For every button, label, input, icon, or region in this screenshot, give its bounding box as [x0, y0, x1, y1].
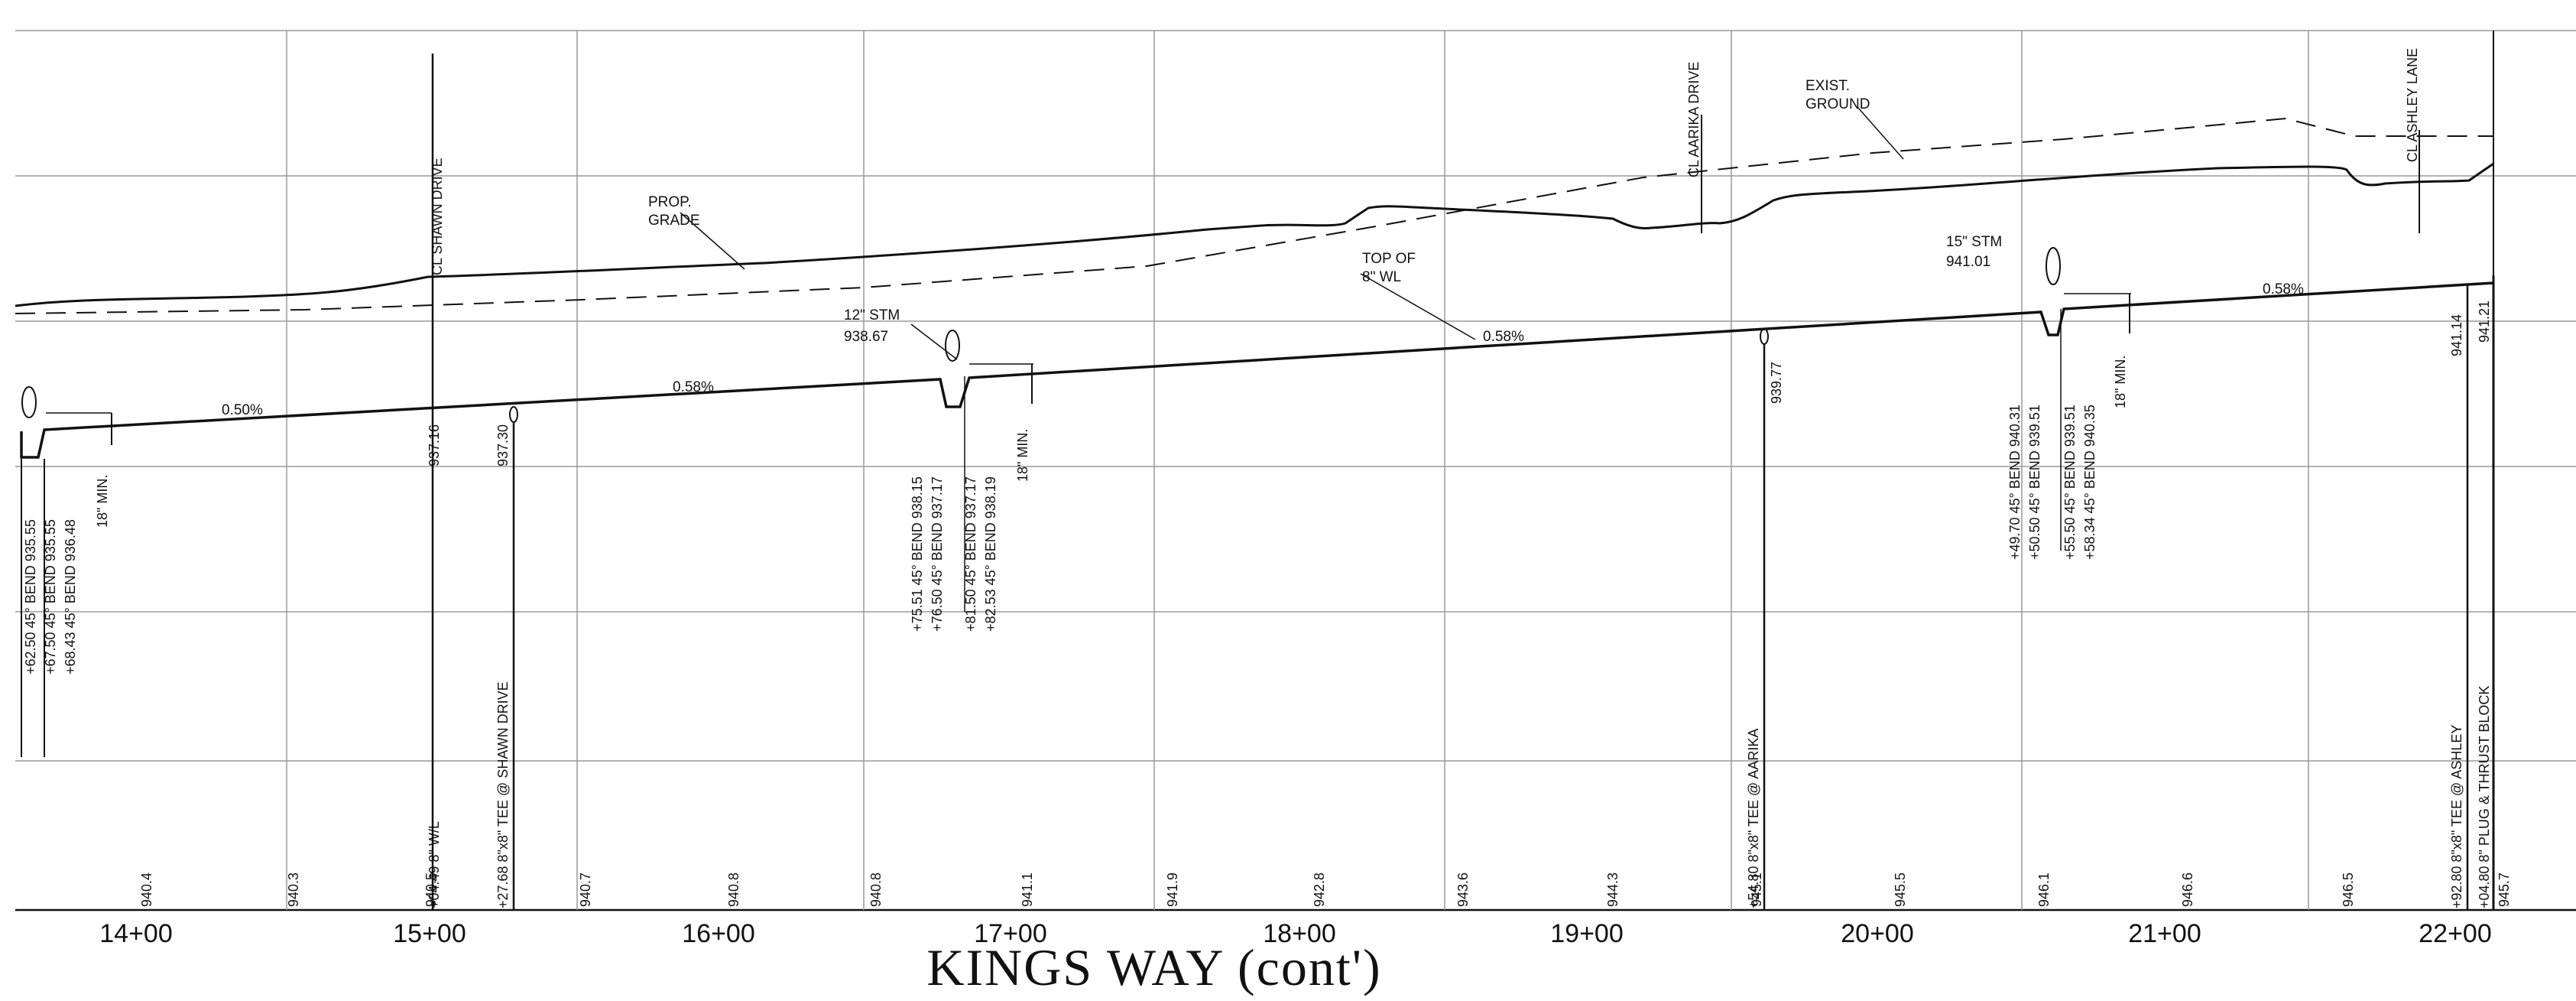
slope-label-4: 0.58% — [2263, 281, 2304, 297]
ground-elevation: 942.8 — [1312, 873, 1327, 907]
ground-elevation: 940.4 — [139, 873, 154, 907]
station-label: 18+00 — [1263, 919, 1336, 948]
bend-note-5: +49.70 45° BEND 940.31 — [2007, 405, 2023, 560]
stm15-label-2: 941.01 — [1946, 254, 1990, 270]
ground-elevation: 943.6 — [1455, 873, 1471, 907]
min-right: 18" MIN. — [2113, 356, 2128, 408]
bend-note-1: +75.51 45° BEND 938.15 — [910, 476, 925, 632]
station-labels: 14+00 15+00 16+00 17+00 18+00 19+00 20+00 21+00… — [99, 919, 2492, 948]
ground-elevation: 941.9 — [1165, 873, 1180, 907]
bend-note-4: +82.53 45° BEND 938.19 — [983, 476, 998, 632]
note-left-1: +68.43 45° BEND 936.48 — [63, 519, 78, 674]
tee-aarika-note: +54.80 8"x8" TEE @ AARIKA — [1746, 729, 1761, 908]
water-line — [20, 54, 2495, 910]
ground-elevation: 940.3 — [286, 873, 301, 907]
cl-shawn-drive: CL SHAWN DRIVE — [430, 158, 445, 275]
station-label: 19+00 — [1550, 919, 1624, 948]
tee-shawn-note: +27.68 8"x8" TEE @ SHAWN DRIVE — [495, 681, 511, 908]
station-label: 22+00 — [2419, 919, 2492, 948]
note-left-2: +67.50 45° BEND 935.55 — [43, 519, 58, 674]
ground-elevation: 940.8 — [868, 873, 884, 907]
bend-note-2: +76.50 45° BEND 937.17 — [930, 476, 945, 632]
ground-elevation: 940.5 — [423, 873, 439, 907]
elev-941-14: 941.14 — [2449, 314, 2464, 356]
ground-elevation: 944.3 — [1605, 873, 1621, 907]
slope-label-3: 0.58% — [1483, 329, 1524, 345]
stm15-label-1: 15" STM — [1946, 234, 2002, 250]
station-label: 14+00 — [99, 919, 173, 948]
ground-elevation: 945.1 — [1749, 873, 1764, 907]
slope-label-1: 0.50% — [222, 402, 263, 418]
station-label: 15+00 — [393, 919, 466, 948]
cl-ashley-lane: CL ASHLEY LANE — [2405, 48, 2420, 162]
station-label: 17+00 — [974, 919, 1047, 948]
slope-label-2: 0.58% — [673, 379, 714, 395]
elev-939-77: 939.77 — [1769, 362, 1784, 404]
elev-941-21: 941.21 — [2477, 301, 2492, 343]
station-label: 16+00 — [682, 919, 755, 948]
top-of-wl-label-2: 8" WL — [1362, 269, 1401, 285]
existing-ground-line — [15, 117, 2493, 314]
top-of-wl-label-1: TOP OF — [1362, 251, 1416, 267]
wl-station-note: +04.49 8" W/L — [427, 821, 442, 908]
elev-937-30: 937.30 — [495, 424, 511, 466]
min-mid: 18" MIN. — [1015, 429, 1030, 482]
ground-elevation: 945.5 — [1893, 873, 1908, 907]
ground-elevation: 940.7 — [578, 873, 593, 907]
stm12-label-1: 12" STM — [844, 307, 900, 323]
prop-grade-label-2: GRADE — [648, 213, 700, 229]
bend-note-3: +81.50 45° BEND 937.17 — [963, 476, 978, 632]
bend-note-7: +55.50 45° BEND 939.51 — [2062, 405, 2078, 560]
ground-elevation: 945.7 — [2497, 873, 2512, 907]
grid — [15, 30, 2576, 912]
exist-ground-label-1: EXIST. — [1805, 78, 1850, 94]
bend-note-8: +58.34 45° BEND 940.35 — [2082, 405, 2097, 560]
elev-937-16: 937.16 — [427, 424, 442, 466]
ground-elevation: 946.6 — [2180, 873, 2195, 907]
ground-elevation: 946.1 — [2036, 873, 2052, 907]
ground-elevation: 946.5 — [2341, 873, 2356, 907]
station-label: 21+00 — [2128, 919, 2201, 948]
station-label: 20+00 — [1841, 919, 1914, 948]
cl-aarika-drive: CL AARIKA DRIVE — [1686, 62, 1702, 177]
proposed-grade-line — [15, 162, 2494, 307]
prop-grade-label-1: PROP. — [648, 194, 692, 210]
stm12-label-2: 938.67 — [844, 329, 888, 345]
exist-ground-label-2: GROUND — [1805, 96, 1870, 112]
ground-elevation: 941.1 — [1020, 873, 1035, 907]
bend-note-6: +50.50 45° BEND 939.51 — [2027, 405, 2042, 560]
min-left: 18" MIN. — [95, 475, 110, 528]
plug-note: +04.80 8" PLUG & THRUST BLOCK — [2477, 686, 2492, 908]
drawing-title: KINGS WAY (cont') — [926, 938, 1381, 996]
tee-ashley-note: +92.80 8"x8" TEE @ ASHLEY — [2449, 725, 2464, 908]
ground-elevation-row: 940.4 940.3 940.5 940.7 940.8 940.8 941.1 941.9… — [139, 873, 2512, 907]
ground-elevation: 940.8 — [726, 873, 741, 907]
note-left-3: +62.50 45° BEND 935.55 — [23, 519, 38, 674]
